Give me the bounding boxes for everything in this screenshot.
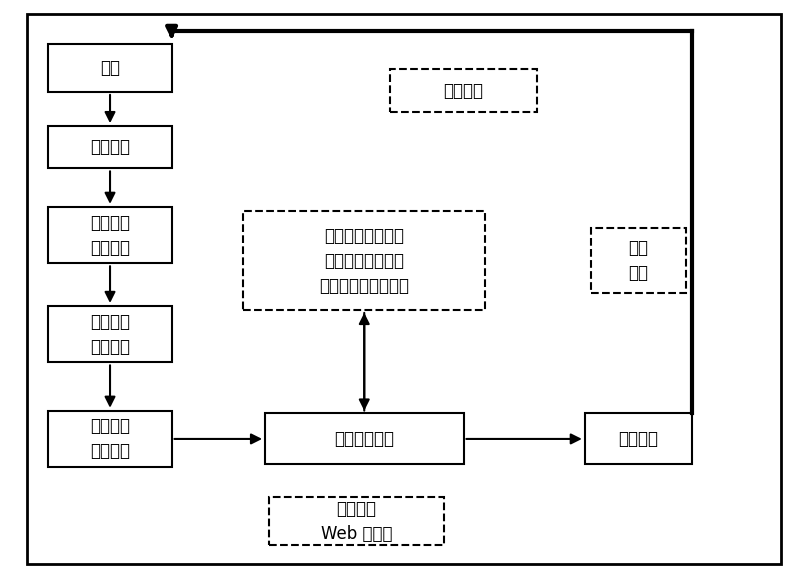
Bar bbox=[243, 211, 486, 310]
Text: 自动开启
异常监测: 自动开启 异常监测 bbox=[90, 213, 130, 256]
Text: 远程登陆
Web 客户端: 远程登陆 Web 客户端 bbox=[321, 499, 392, 543]
Text: 问题反馈: 问题反馈 bbox=[443, 82, 483, 100]
Bar bbox=[390, 69, 537, 112]
Bar bbox=[585, 414, 692, 464]
Text: 问题
解决: 问题 解决 bbox=[628, 239, 648, 282]
Text: 后台人员: 后台人员 bbox=[618, 430, 658, 448]
Text: 提示用户
上传数据: 提示用户 上传数据 bbox=[90, 418, 130, 460]
Bar bbox=[49, 126, 171, 169]
Text: 客户: 客户 bbox=[100, 59, 120, 77]
Bar bbox=[49, 411, 171, 467]
Bar bbox=[265, 414, 463, 464]
Text: 开启手机: 开启手机 bbox=[90, 138, 130, 156]
Text: 软件发现
异常事件: 软件发现 异常事件 bbox=[90, 313, 130, 356]
Text: 后台管理平台: 后台管理平台 bbox=[334, 430, 394, 448]
Bar bbox=[49, 206, 171, 263]
Bar bbox=[49, 44, 171, 92]
Bar bbox=[269, 497, 444, 545]
Bar bbox=[49, 306, 171, 363]
Bar bbox=[590, 228, 686, 293]
Text: 异常问题分析定位
异常事件归类统计
上报数据接收和处理: 异常问题分析定位 异常事件归类统计 上报数据接收和处理 bbox=[319, 227, 410, 295]
